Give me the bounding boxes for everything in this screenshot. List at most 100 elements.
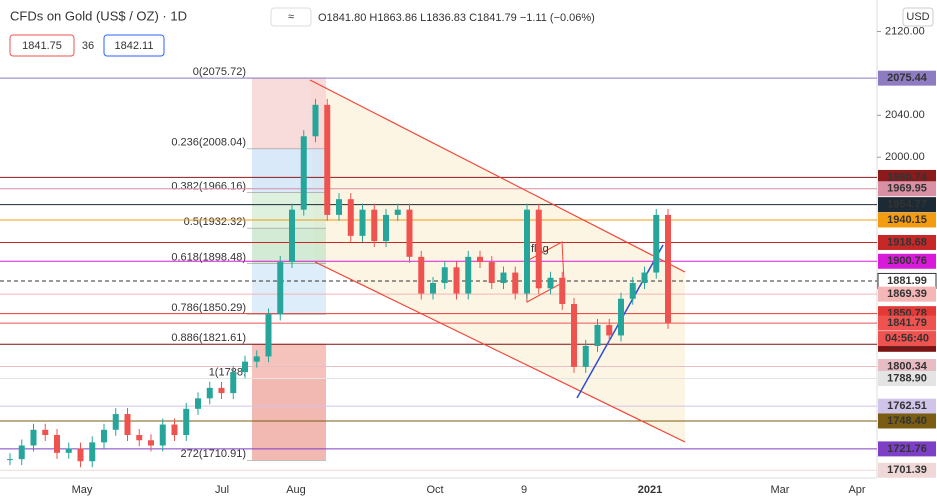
level-label: 1918.68	[887, 236, 927, 248]
candle	[230, 372, 237, 394]
fib-label: 0.236(2008.04)	[171, 137, 246, 149]
level-tag	[878, 398, 936, 414]
candle	[300, 136, 307, 210]
y-tick-label: 2120.00	[885, 25, 925, 37]
candle	[265, 314, 272, 357]
channel-upper	[309, 79, 686, 273]
fib-label: 0(2075.72)	[193, 66, 246, 78]
channel-lower	[314, 261, 686, 443]
level-tag	[878, 462, 936, 478]
fib-label: 0.786(1850.29)	[171, 302, 246, 314]
candle	[465, 256, 472, 294]
candle	[394, 209, 401, 215]
level-tag	[878, 234, 936, 250]
candle	[18, 445, 25, 460]
candle	[500, 272, 507, 284]
indicator-toggle[interactable]	[270, 7, 312, 27]
candle	[418, 256, 425, 294]
y-tick-label: 2040.00	[885, 109, 925, 121]
candle	[535, 209, 542, 289]
fib-zone	[252, 378, 326, 461]
x-tick-label: Aug	[286, 484, 306, 496]
candle	[30, 429, 37, 446]
candle	[547, 277, 554, 289]
fib-zone	[252, 263, 326, 315]
fib-label: 272(1710.91)	[181, 448, 246, 460]
fib-zone	[252, 314, 326, 345]
plot: 0(2075.72) 0.236(2008.04) 0.382(1966.16) 0.…	[0, 66, 877, 471]
candle	[277, 262, 284, 315]
sell-button[interactable]	[9, 34, 75, 57]
fib-label: 0.382(1966.16)	[171, 181, 246, 193]
candle	[559, 277, 566, 304]
candle	[571, 303, 577, 367]
candle	[148, 440, 154, 446]
candle	[488, 262, 495, 284]
level-label: 1762.51	[887, 400, 927, 412]
level-label: 1788.90	[887, 372, 927, 384]
x-tick-label: Apr	[848, 484, 865, 496]
candle	[383, 214, 389, 242]
level-tag	[878, 253, 936, 269]
candle	[312, 104, 319, 137]
candle	[582, 345, 589, 367]
candle	[54, 435, 60, 453]
candle	[665, 214, 671, 323]
currency-button[interactable]	[902, 7, 934, 27]
candle	[206, 387, 213, 399]
level-label: 1721.76	[887, 443, 927, 455]
candle	[524, 209, 530, 294]
x-tick-label: 2021	[638, 484, 662, 496]
bid-price: 1841.75	[22, 40, 62, 52]
candle	[347, 199, 354, 236]
spread: 36	[82, 40, 94, 52]
level-label: 1869.39	[887, 288, 927, 300]
candle	[653, 214, 660, 273]
fib-label: 0.886(1821.61)	[171, 332, 246, 344]
fib-label: 0.5(1932.32)	[184, 216, 246, 228]
candle	[89, 442, 96, 462]
level-label: 1940.15	[887, 214, 927, 226]
level-tag	[878, 359, 936, 375]
level-label: 1980.74	[887, 171, 928, 183]
candle	[218, 387, 225, 394]
x-tick-label: Oct	[426, 484, 443, 496]
level-tag	[878, 286, 936, 302]
candle	[77, 448, 84, 462]
candle	[136, 435, 143, 441]
candle	[441, 267, 448, 284]
y-tick-label: 2000.00	[885, 151, 925, 163]
x-tick-label: 9	[521, 484, 527, 496]
candle	[65, 448, 72, 453]
level-tag	[878, 181, 936, 197]
level-tag	[878, 70, 936, 86]
candle	[253, 356, 260, 362]
ohlc-readout: O1841.80 H1863.86 L1836.83 C1841.79 −1.1…	[318, 12, 595, 24]
symbol-title: CFDs on Gold (US$ / OZ) · 1D	[10, 8, 187, 23]
level-label: 2075.44	[887, 72, 928, 84]
currency: USD	[906, 11, 929, 23]
candle	[42, 429, 49, 436]
x-tick-label: Mar	[771, 484, 790, 496]
level-label: 1969.95	[887, 183, 927, 195]
candle	[594, 324, 601, 346]
x-tick-label: Jul	[215, 484, 229, 496]
level-tag	[878, 441, 936, 457]
candle	[618, 298, 624, 336]
level-tag	[878, 169, 936, 185]
candle	[641, 272, 648, 284]
level-label: 1900.76	[887, 255, 927, 267]
fib-zone	[252, 148, 326, 193]
candle	[324, 104, 331, 215]
indicator-icon: ≈	[288, 11, 294, 23]
candle	[183, 408, 190, 436]
candle	[195, 398, 201, 409]
candle	[512, 272, 519, 294]
level-label: 1701.39	[887, 464, 927, 476]
candle	[629, 283, 636, 299]
candle	[606, 324, 613, 336]
buy-button[interactable]	[103, 34, 165, 57]
level-tag	[878, 197, 936, 213]
candle	[336, 199, 342, 215]
